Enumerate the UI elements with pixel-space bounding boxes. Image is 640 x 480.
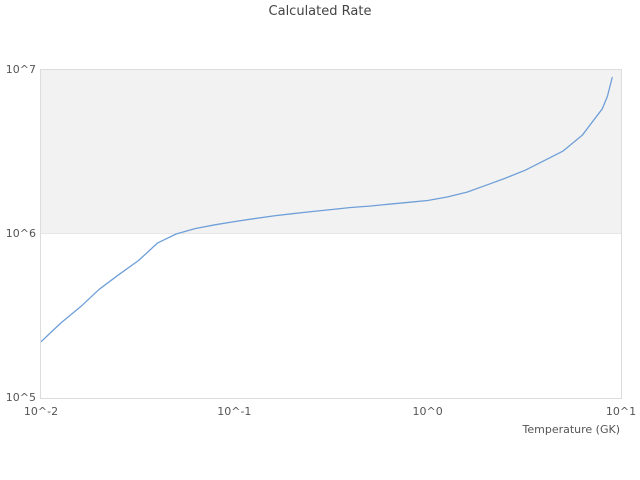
plot-area[interactable]: [40, 69, 622, 399]
x-axis-title: Temperature (GK): [522, 423, 621, 436]
chart-title: Calculated Rate: [268, 4, 372, 19]
x-tick-label: 10^1: [605, 405, 637, 418]
y-tick-label: 10^5: [5, 391, 36, 404]
x-tick-label: 10^-2: [23, 405, 59, 418]
x-tick-label: 10^-1: [217, 405, 252, 418]
x-tick-label: 10^0: [412, 405, 443, 418]
y-tick-label: 10^6: [5, 227, 36, 240]
rate-line: [41, 76, 613, 343]
y-tick-label: 10^7: [5, 63, 36, 76]
log-band: [41, 70, 621, 234]
plot-canvas: [41, 76, 613, 343]
